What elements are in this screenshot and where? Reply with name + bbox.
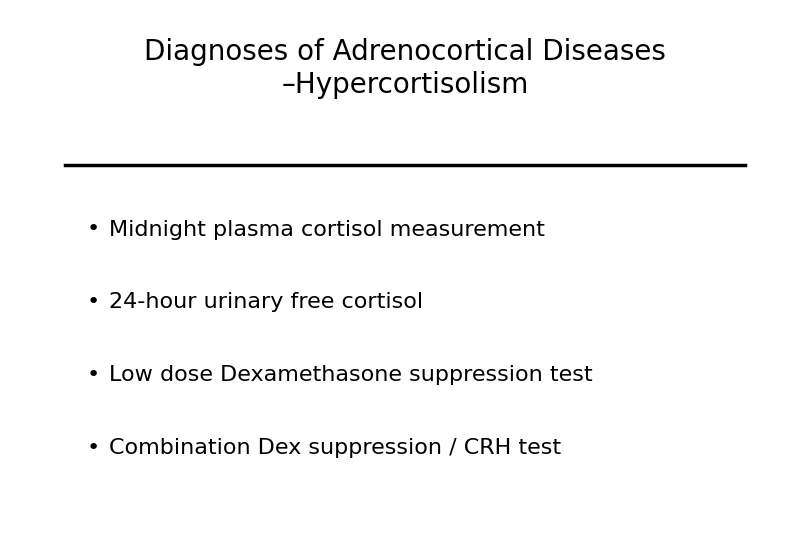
Text: Combination Dex suppression / CRH test: Combination Dex suppression / CRH test bbox=[109, 438, 561, 458]
Text: Midnight plasma cortisol measurement: Midnight plasma cortisol measurement bbox=[109, 219, 545, 240]
Text: •: • bbox=[87, 438, 100, 458]
Text: •: • bbox=[87, 292, 100, 313]
Text: Diagnoses of Adrenocortical Diseases
–Hypercortisolism: Diagnoses of Adrenocortical Diseases –Hy… bbox=[144, 38, 666, 99]
Text: •: • bbox=[87, 365, 100, 386]
Text: Low dose Dexamethasone suppression test: Low dose Dexamethasone suppression test bbox=[109, 365, 593, 386]
Text: 24-hour urinary free cortisol: 24-hour urinary free cortisol bbox=[109, 292, 424, 313]
Text: •: • bbox=[87, 219, 100, 240]
